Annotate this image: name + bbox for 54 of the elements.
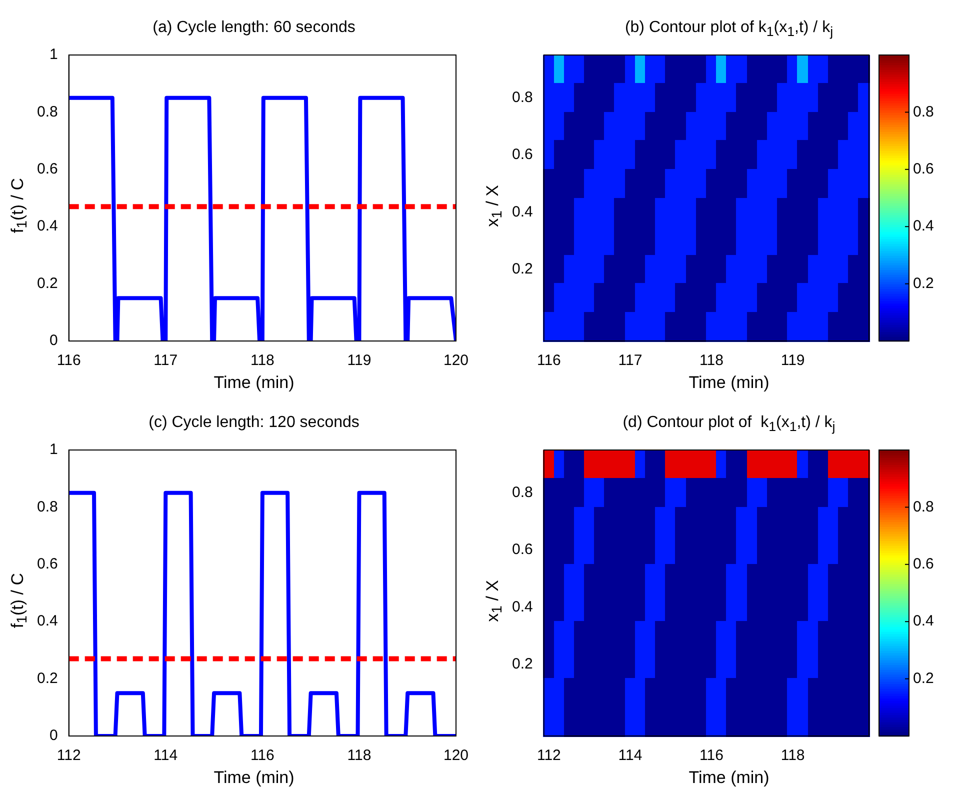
y-tick-label: 0.6 [36, 555, 58, 572]
color-bar-label: 0.8 [913, 102, 934, 120]
color-bar-label: 0.2 [913, 669, 934, 686]
x-tick-label: 120 [443, 352, 469, 369]
y-tick-label: 0.4 [512, 598, 533, 615]
y-tick-label: 0.4 [512, 202, 533, 220]
y-tick-label: 0.4 [36, 217, 58, 234]
y-tick-label: 0.4 [36, 612, 58, 630]
x-tick-label: 112 [536, 746, 561, 764]
color-bar-label: 0.8 [913, 498, 934, 515]
y-tick-label: 0.2 [512, 655, 533, 672]
color-bar-label: 0.4 [913, 612, 934, 630]
x-tick-label: 116 [536, 352, 561, 369]
x-axis-title: Time (min) [214, 372, 294, 392]
y-tick-label: 0.2 [36, 669, 58, 686]
color-bar-label: 0.2 [913, 274, 934, 292]
y-tick-label: 0.2 [36, 274, 58, 292]
y-tick-label: 0 [50, 726, 58, 744]
x-tick-label: 118 [250, 352, 274, 369]
x-tick-label: 116 [56, 352, 81, 369]
y-tick-label: 0.6 [512, 540, 533, 558]
chart-title: (c) Cycle length: 120 seconds [148, 414, 360, 432]
y-tick-label: 1 [50, 440, 58, 458]
x-tick-label: 112 [56, 746, 81, 764]
x-tick-label: 118 [347, 746, 372, 764]
y-tick-label: 1 [50, 46, 58, 63]
y-tick-label: 0.6 [512, 146, 533, 163]
y-tick-label: 0.8 [512, 484, 533, 501]
x-tick-label: 120 [443, 746, 469, 764]
color-bar-label: 0.4 [913, 217, 934, 234]
x-axis-title: Time (min) [688, 372, 770, 392]
x-tick-label: 117 [154, 352, 178, 369]
x-tick-label: 114 [154, 746, 178, 764]
color-bar-label: 0.6 [913, 160, 934, 178]
x-axis-title: Time (min) [688, 768, 770, 788]
x-tick-label: 118 [780, 746, 805, 764]
chart-title: (a) Cycle length: 60 seconds [152, 18, 356, 38]
x-tick-label: 118 [700, 352, 724, 369]
x-tick-label: 116 [250, 746, 274, 764]
y-tick-label: 0 [50, 332, 58, 349]
y-tick-label: 0.8 [36, 498, 58, 515]
x-tick-label: 119 [347, 352, 372, 369]
x-axis-title: Time (min) [214, 768, 294, 788]
x-tick-label: 116 [700, 746, 724, 764]
y-tick-label: 0.8 [36, 102, 58, 120]
chart-title: (d) Contour plot of k$_{1}$(x$_{1}$,t) / k$_{j}$ [622, 414, 836, 436]
x-tick-label: 114 [618, 746, 642, 764]
color-bar-label: 0.6 [913, 555, 934, 572]
x-tick-label: 119 [780, 352, 805, 369]
chart-title: (b) Contour plot of k$_{1}$(x$_{1}$,t) / k$_{j}$ [624, 18, 834, 41]
y-tick-label: 0.8 [512, 88, 533, 106]
y-tick-label: 0.6 [36, 160, 58, 178]
x-tick-label: 117 [618, 352, 642, 369]
y-tick-label: 0.2 [512, 260, 533, 278]
